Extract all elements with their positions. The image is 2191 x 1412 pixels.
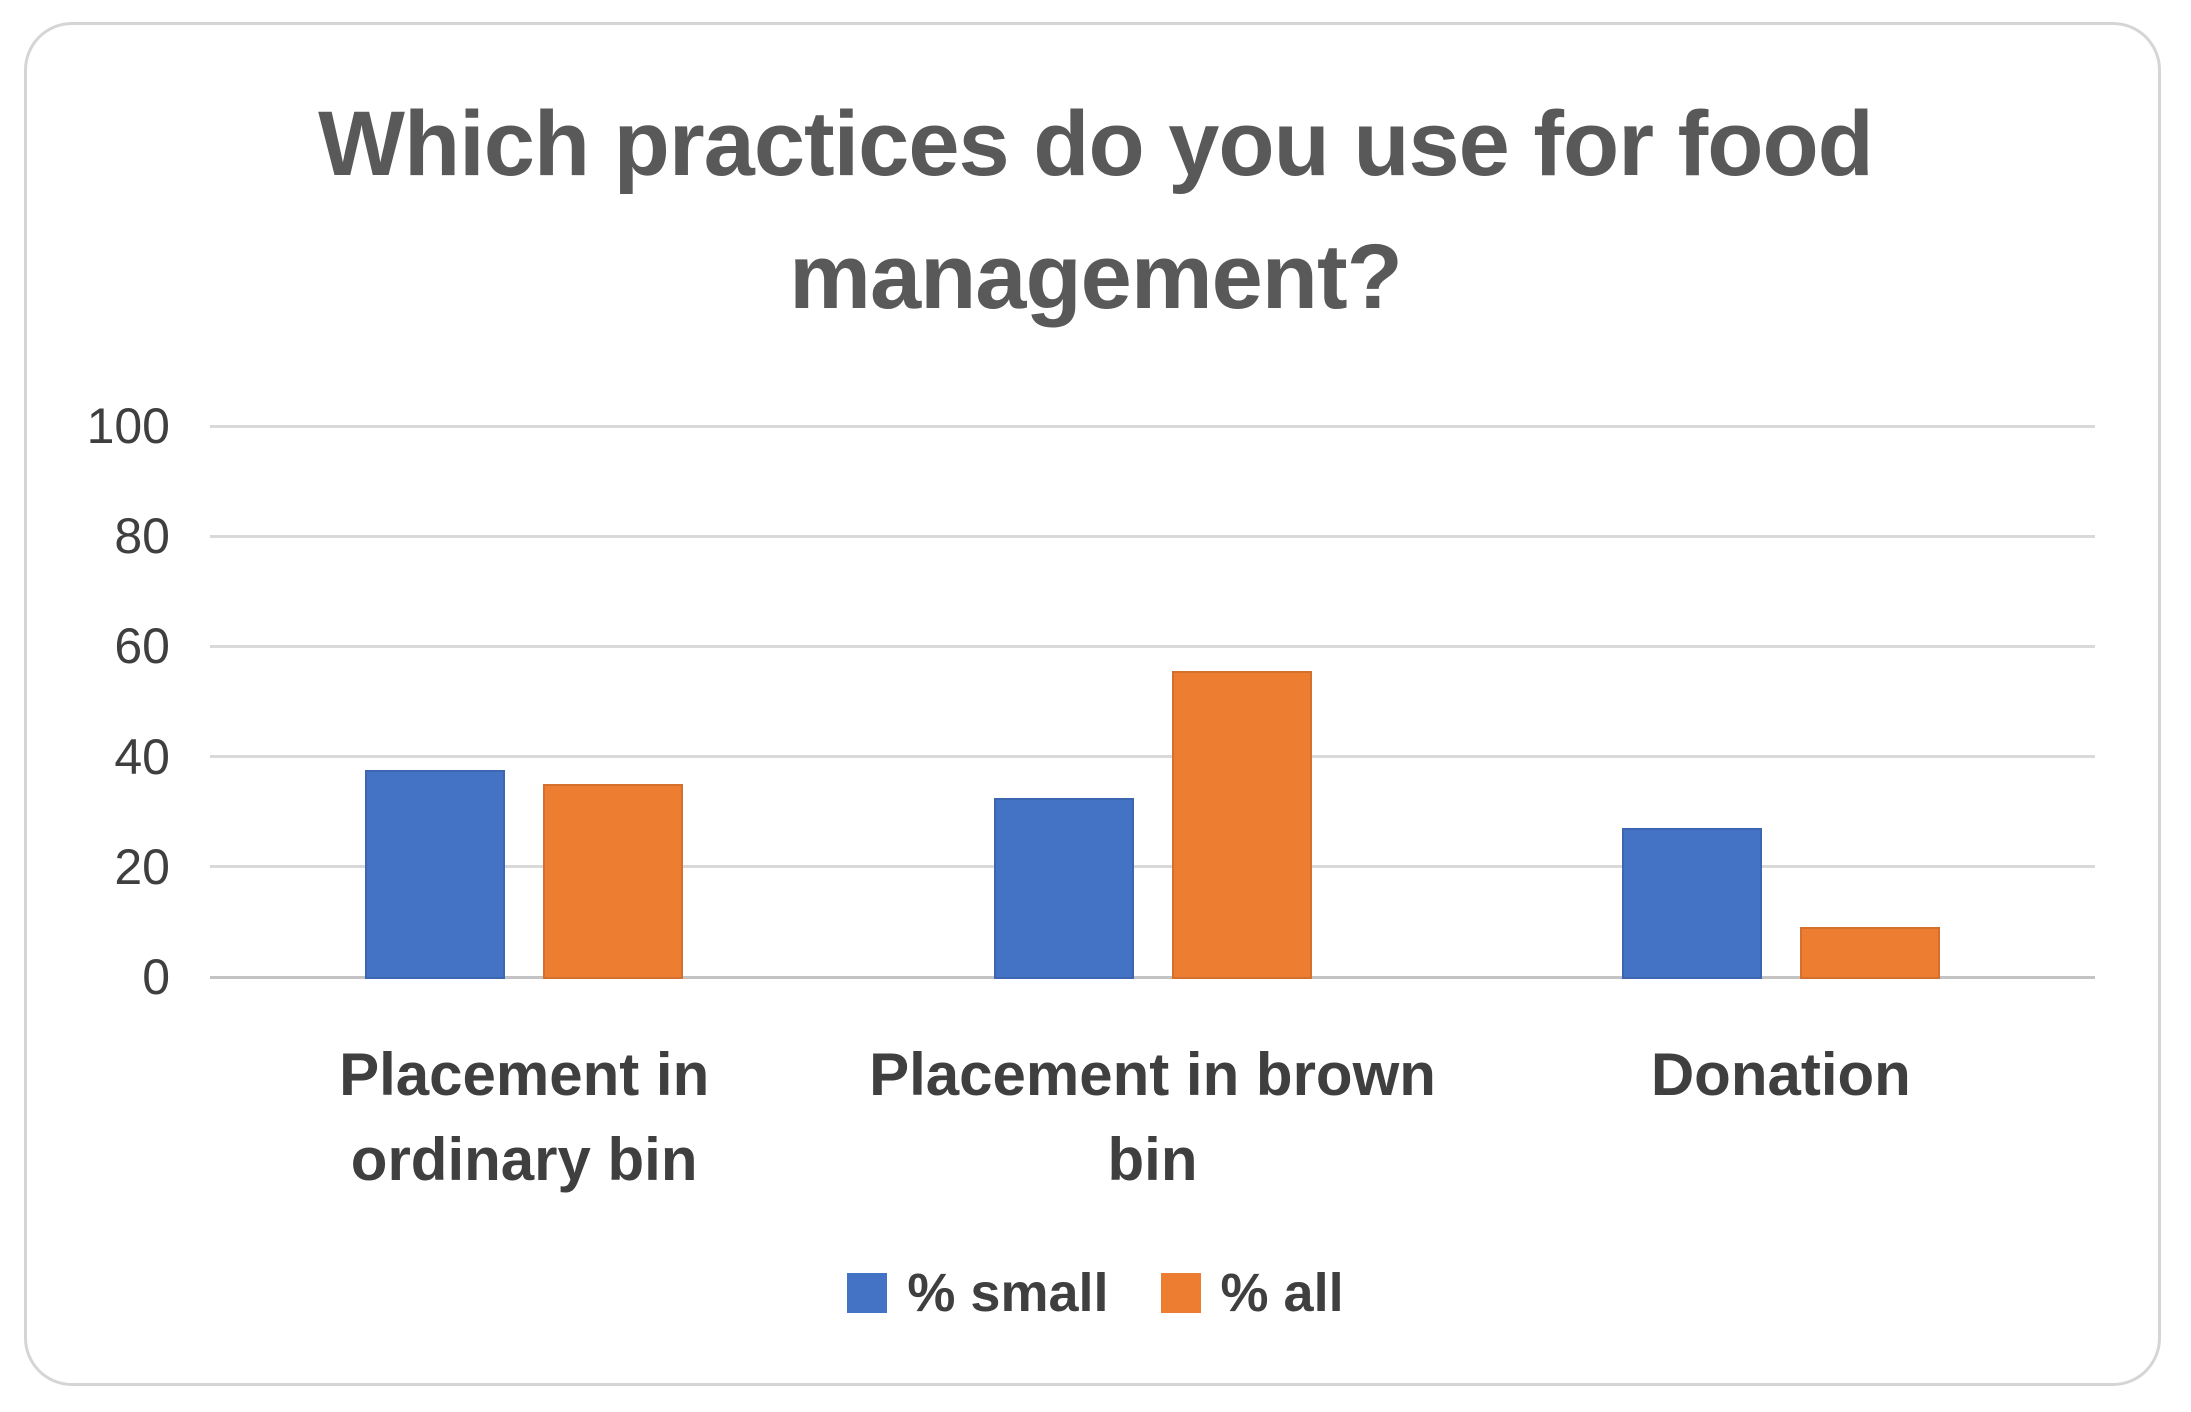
legend: % small % all <box>0 1262 2191 1324</box>
legend-swatch-icon <box>1160 1273 1201 1313</box>
x-axis-category-label: Placement in brown bin <box>833 1032 1473 1202</box>
legend-label: % all <box>1220 1263 1344 1323</box>
gridline <box>210 644 2095 648</box>
x-axis-category-label-line: Donation <box>1650 1041 1911 1108</box>
x-axis-category-label: Donation <box>1461 1032 2101 1117</box>
legend-swatch-icon <box>847 1273 888 1313</box>
gridline <box>210 865 2095 869</box>
bar-all-1 <box>543 784 684 979</box>
y-axis-tick-label: 20 <box>114 838 170 895</box>
x-axis-category-label-line: Placement in brown <box>869 1041 1436 1108</box>
bar-small-2 <box>993 797 1134 979</box>
gridline <box>210 755 2095 759</box>
gridline <box>210 534 2095 538</box>
x-axis-category-label-line: bin <box>1107 1126 1198 1194</box>
bar-all-2 <box>1171 671 1312 979</box>
chart-frame <box>24 22 2161 1386</box>
legend-item: % small <box>847 1262 1109 1324</box>
bar-all-3 <box>1799 927 1940 979</box>
y-axis-tick-label: 0 <box>142 949 170 1005</box>
x-axis-line <box>210 975 2095 979</box>
x-axis-category-label: Placement in ordinary bin <box>204 1032 844 1202</box>
y-axis-tick-label: 80 <box>114 508 170 565</box>
y-axis-tick-label: 40 <box>114 728 170 785</box>
x-axis-category-label-line: ordinary bin <box>350 1126 698 1194</box>
y-axis-tick-label: 60 <box>114 618 170 675</box>
bar-small-3 <box>1621 828 1762 979</box>
y-axis-tick-label: 100 <box>86 398 170 454</box>
gridline <box>210 424 2095 428</box>
legend-label: % small <box>907 1263 1109 1323</box>
x-axis-category-label-line: Placement in <box>339 1041 710 1108</box>
chart-title: Which practices do you use for food mana… <box>318 93 1874 329</box>
legend-item: % all <box>1160 1262 1344 1324</box>
bar-small-1 <box>365 770 506 979</box>
